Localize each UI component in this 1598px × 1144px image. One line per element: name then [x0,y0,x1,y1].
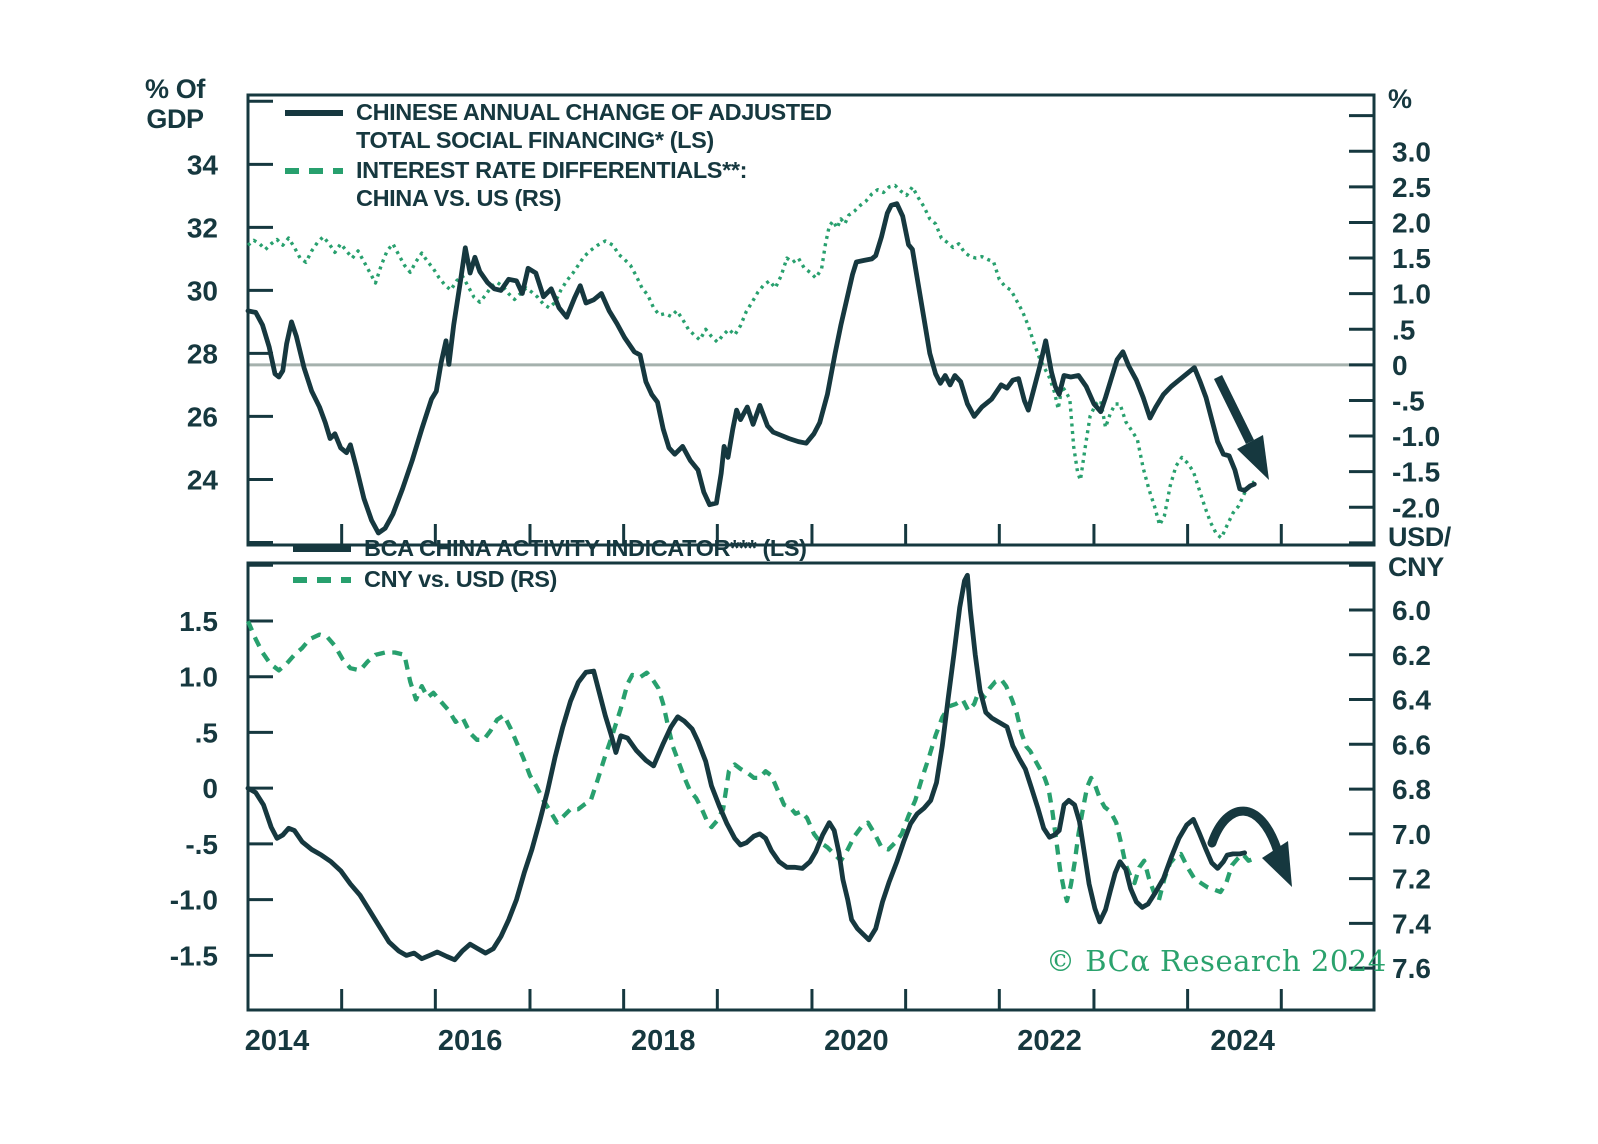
x-axis-year-label: 2020 [824,1025,889,1057]
x-axis-year-label: 2024 [1210,1025,1275,1057]
top-right-axis-unit-label: % [1388,84,1412,114]
right-axis-tick-label: 2.5 [1392,172,1431,203]
legend-label: CHINA VS. US (RS) [356,184,562,211]
right-axis-tick-label: 6.6 [1392,729,1431,760]
left-axis-tick-label: -1.0 [170,885,218,916]
x-axis-year-label: 2022 [1017,1025,1082,1057]
dashed-line-swatch [285,168,343,174]
bca-research-watermark: © BCα Research 2024 [1046,944,1387,978]
x-axis-year-labels: 2014 2016 2018 2020 2022 2024 [245,1025,1275,1057]
left-axis-tick-label: 0 [202,773,218,804]
right-axis-tick-label: 2.0 [1392,207,1431,238]
right-axis-tick-label: 1.5 [1392,243,1431,274]
top-decline-arrow [1213,375,1269,480]
left-axis-tick-label: 34 [187,149,219,180]
arrow-shaft [1207,806,1282,854]
left-axis-tick-label: 24 [187,464,219,495]
legend-label: BCA CHINA ACTIVITY INDICATOR*** (LS) [364,535,807,561]
right-axis-tick-label: -.5 [1392,385,1425,416]
top-panel-legend: CHINESE ANNUAL CHANGE OF ADJUSTED TOTAL … [285,99,832,212]
right-axis-tick-label: 7.0 [1392,819,1431,850]
legend-item-rate-differentials: INTEREST RATE DIFFERENTIALS**: CHINA VS.… [285,157,832,212]
chinese-annual-change-adjusted-tsf-line [245,201,1257,536]
bottom-decline-arrow [1207,806,1292,887]
arrow-head-icon [1262,841,1292,887]
left-axis-tick-label: 26 [187,401,218,432]
bottom-panel-legend: BCA CHINA ACTIVITY INDICATOR*** (LS) CNY… [293,535,807,593]
right-axis-tick-label: 6.4 [1392,685,1431,716]
left-axis-unit-line2: GDP [146,104,204,134]
legend-item-tsf: CHINESE ANNUAL CHANGE OF ADJUSTED TOTAL … [285,99,832,154]
right-axis-tick-label: 0 [1392,350,1408,381]
legend-label: INTEREST RATE DIFFERENTIALS**: [356,157,747,183]
dashed-line-swatch [293,576,351,583]
top-panel: 34 32 30 28 26 24 3.0 2.5 2.0 1.5 1.0 .5 0 -.5 -1.0 -1.… [187,93,1440,547]
bottom-panel-frame [246,561,1376,1012]
left-axis-tick-label: 32 [187,212,218,243]
x-axis-year-label: 2018 [631,1025,696,1057]
left-axis-tick-label: 1.5 [179,606,218,637]
top-x-axis-ticks [340,524,1283,545]
left-axis-unit-line1: % Of [145,74,205,104]
legend-item-cny-usd: CNY vs. USD (RS) [293,566,807,594]
left-axis-tick-label: -1.5 [170,940,218,971]
right-axis-tick-label: 7.4 [1392,908,1431,939]
left-axis-tick-label: 30 [187,275,218,306]
right-axis-tick-label: 7.6 [1392,953,1431,984]
right-axis-tick-label: -1.0 [1392,421,1440,452]
bottom-panel: 1.5 1.0 .5 0 -.5 -1.0 -1.5 6.0 6.2 6.4 6.6 6.8 7.0 7.… [170,561,1431,1012]
bca-china-activity-indicator-line [245,572,1247,963]
bottom-right-axis-unit-line2: CNY [1388,552,1444,582]
x-axis-year-label: 2014 [245,1025,310,1057]
legend-item-activity-indicator: BCA CHINA ACTIVITY INDICATOR*** (LS) [293,535,807,563]
solid-line-swatch [293,546,351,552]
right-axis-tick-label: 6.0 [1392,595,1431,626]
bottom-right-axis-unit-label: USD/ CNY [1388,522,1451,582]
left-axis-tick-label: -.5 [185,829,218,860]
left-axis-tick-label: .5 [195,717,218,748]
top-left-axis: 34 32 30 28 26 24 [187,99,273,544]
right-axis-tick-label: -1.5 [1392,457,1440,488]
right-axis-tick-label: .5 [1392,314,1415,345]
left-axis-unit-label: % Of GDP [139,74,211,134]
left-axis-tick-label: 1.0 [179,662,218,693]
right-axis-tick-label: 7.2 [1392,864,1431,895]
right-axis-tick-label: 3.0 [1392,136,1431,167]
arrow-shaft [1213,375,1255,444]
top-right-axis: 3.0 2.5 2.0 1.5 1.0 .5 0 -.5 -1.0 -1.5 -2.0 [1349,114,1440,545]
bottom-right-axis-unit-line1: USD/ [1388,522,1451,552]
right-axis-tick-label: 6.2 [1392,640,1431,671]
bottom-left-axis: 1.5 1.0 .5 0 -.5 -1.0 -1.5 [170,563,273,971]
cny-vs-usd-line [246,620,1256,904]
legend-label: TOTAL SOCIAL FINANCING* (LS) [356,126,714,153]
right-axis-tick-label: 6.8 [1392,774,1431,805]
right-axis-tick-label: -2.0 [1392,492,1440,523]
left-axis-tick-label: 28 [187,338,218,369]
x-axis-year-label: 2016 [438,1025,503,1057]
right-axis-tick-label: 1.0 [1392,279,1431,310]
interest-rate-differentials-china-vs-us-line [246,183,1256,540]
legend-label: CHINESE ANNUAL CHANGE OF ADJUSTED [356,99,832,125]
bottom-right-axis: 6.0 6.2 6.4 6.6 6.8 7.0 7.2 7.4 7.6 [1349,563,1431,984]
solid-line-swatch [285,110,343,116]
arrow-head-icon [1237,435,1269,480]
bottom-x-axis-ticks [340,989,1283,1010]
legend-label: CNY vs. USD (RS) [364,565,557,592]
